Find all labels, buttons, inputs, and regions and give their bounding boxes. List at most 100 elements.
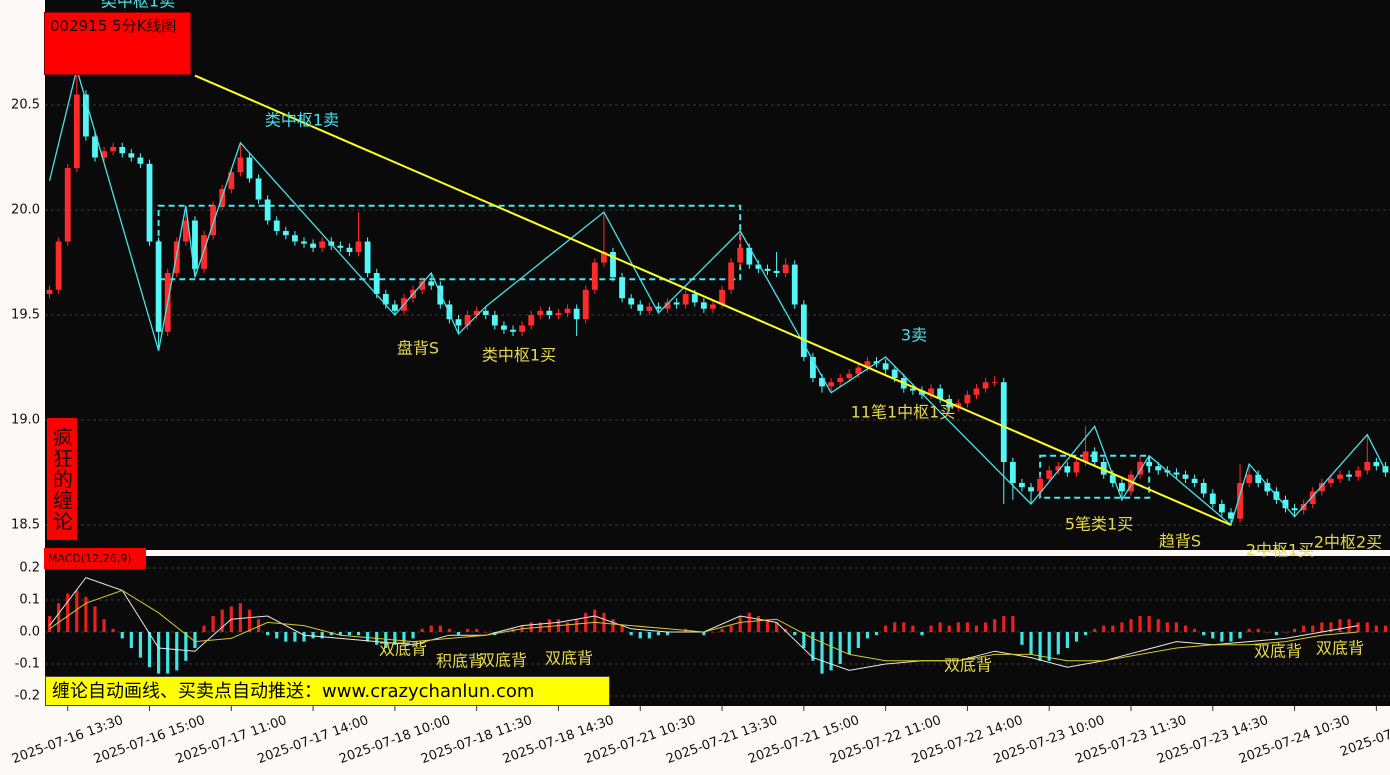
- candle-body: [82, 94, 89, 137]
- macd-bar: [893, 622, 897, 632]
- candle-body: [710, 304, 716, 309]
- candle-body: [991, 382, 998, 384]
- macd-bar: [384, 632, 388, 648]
- candle-body: [1291, 508, 1298, 511]
- macd-bar: [256, 619, 261, 632]
- candle-body: [855, 367, 862, 374]
- macd-bar: [1074, 632, 1079, 642]
- candle-body: [1255, 474, 1262, 483]
- candle-body: [237, 157, 244, 173]
- candle-body: [264, 199, 271, 221]
- macd-bar: [965, 622, 970, 632]
- macd-bar: [1347, 619, 1351, 632]
- macd-bar: [1274, 632, 1279, 636]
- candle-body: [473, 310, 480, 315]
- macd-bar: [47, 616, 52, 632]
- candle-body: [755, 264, 762, 269]
- macd-bar: [284, 632, 288, 642]
- footer-banner: 缠论自动画线、买卖点自动推送：www.crazychanlun.com: [45, 676, 610, 706]
- macd-bar: [611, 619, 615, 632]
- macd-bar: [129, 632, 133, 648]
- candle-body: [501, 325, 507, 330]
- candle-body: [310, 243, 316, 248]
- annotation: 双底背: [1316, 639, 1364, 658]
- bi-line: [48, 66, 1387, 527]
- macd-bar: [266, 632, 270, 636]
- candle-body: [891, 369, 898, 378]
- macd-bar: [593, 609, 597, 632]
- candle-body: [646, 306, 653, 311]
- candle-body: [1318, 483, 1325, 492]
- candle-body: [192, 220, 198, 269]
- macd-bar: [575, 619, 579, 632]
- candle-body: [737, 247, 744, 263]
- y-tick-label: 0.1: [19, 593, 40, 608]
- macd-plot: [45, 567, 1390, 697]
- candle-body: [1128, 474, 1134, 492]
- macd-bar: [202, 625, 206, 632]
- macd-bar: [175, 632, 179, 671]
- macd-bar: [947, 625, 951, 632]
- candle-body: [919, 390, 925, 395]
- macd-bar: [93, 606, 97, 632]
- candle-body: [228, 172, 235, 189]
- macd-bar: [1056, 632, 1060, 655]
- candle-body: [1000, 382, 1007, 462]
- y-tick-label: 0.0: [19, 625, 40, 640]
- macd-bar: [774, 622, 779, 632]
- macd-bar: [156, 632, 161, 674]
- annotation: 趋背S: [1159, 532, 1201, 551]
- brand: 疯狂的缠论: [47, 418, 77, 540]
- annotation: 双底背: [479, 651, 527, 670]
- macd-bar: [565, 622, 570, 632]
- candle-body: [155, 241, 162, 332]
- candle-body: [555, 312, 562, 315]
- macd-bar: [1338, 619, 1342, 632]
- macd-bar: [1147, 616, 1151, 632]
- candle-body: [491, 315, 498, 326]
- macd-bar: [856, 632, 860, 648]
- annotation: 双底背: [944, 656, 992, 675]
- macd-bar: [1202, 632, 1206, 636]
- macd-bar: [711, 632, 715, 633]
- macd-bar: [1093, 628, 1097, 632]
- candle-body: [119, 147, 126, 154]
- annotation: 类中枢1卖: [101, 0, 175, 11]
- candle-body: [1373, 462, 1380, 467]
- candle-body: [246, 157, 253, 179]
- annotation: 双底背: [1254, 642, 1302, 661]
- candle-body: [700, 302, 707, 309]
- macd-bar: [1193, 628, 1197, 632]
- candle-body: [591, 262, 598, 290]
- candle-body: [110, 147, 117, 152]
- macd-bar: [465, 628, 470, 632]
- candle-body: [346, 247, 353, 252]
- candle-body: [55, 241, 62, 290]
- macd-bar: [1247, 628, 1251, 632]
- candle-body: [1264, 483, 1271, 492]
- macd-bar: [329, 632, 333, 636]
- macd-bar: [1047, 632, 1051, 661]
- candle-body: [610, 252, 616, 278]
- macd-bar: [620, 625, 624, 632]
- macd-bar: [411, 632, 415, 639]
- candle-body: [928, 388, 934, 395]
- candle-body: [619, 277, 625, 299]
- macd-bar: [1211, 632, 1215, 639]
- macd-bar: [66, 593, 70, 632]
- trend-line: [194, 74, 1232, 526]
- candle-body: [791, 264, 798, 305]
- macd-bar: [1229, 632, 1233, 642]
- macd-bar: [120, 632, 124, 639]
- candle-body: [673, 302, 680, 305]
- candle-body: [391, 304, 398, 311]
- candle-body: [1218, 504, 1225, 513]
- candle-body: [955, 403, 962, 408]
- macd-bar: [366, 632, 370, 642]
- annotation: 5笔类1买: [1065, 515, 1133, 534]
- candle-body: [819, 378, 825, 387]
- macd-bar: [865, 632, 870, 639]
- candle-body: [1209, 493, 1216, 504]
- y-tick-label: 0.2: [19, 561, 40, 576]
- macd-bar: [1038, 632, 1042, 661]
